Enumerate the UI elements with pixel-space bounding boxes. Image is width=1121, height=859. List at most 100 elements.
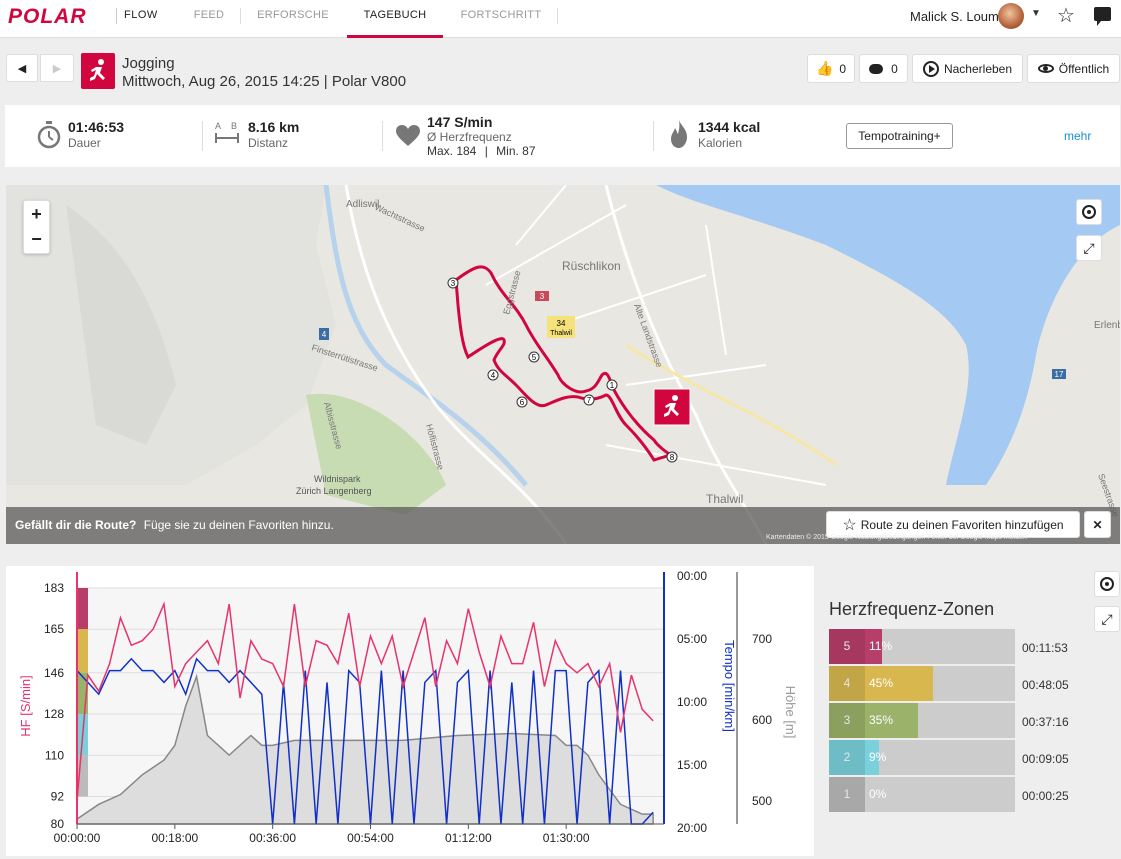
play-icon <box>922 60 939 77</box>
stat-divider <box>653 121 654 151</box>
pace-tick-label: 15:00 <box>677 758 707 772</box>
pace-tick-label: 00:00 <box>677 569 707 583</box>
x-tick-label: 00:00:00 <box>54 831 101 845</box>
comment-count: 0 <box>891 61 898 76</box>
nav-divider <box>240 8 241 24</box>
training-benefit-button[interactable]: Tempotraining+ <box>846 123 953 149</box>
message-icon[interactable] <box>1094 7 1111 26</box>
locate-button[interactable] <box>1076 199 1102 225</box>
hr-value: 147 S/min <box>427 114 493 130</box>
star-icon: ☆ <box>842 516 857 534</box>
zone-row-3: 3 35% <box>829 703 1015 738</box>
chevron-left-icon: ◀ <box>17 62 27 75</box>
zone-percent: 9% <box>869 750 887 764</box>
stat-divider <box>382 121 383 151</box>
polar-logo[interactable]: POLAR <box>8 5 87 28</box>
crosshair-icon <box>1082 205 1096 219</box>
eye-icon <box>1037 64 1054 73</box>
fullscreen-button[interactable]: ⤢ <box>1076 235 1102 261</box>
calories-value: 1344 kcal <box>698 119 761 135</box>
distance-icon: A B <box>215 121 243 149</box>
zone-time: 00:00:25 <box>1022 789 1069 803</box>
visibility-button[interactable]: Öffentlich <box>1027 54 1120 83</box>
hr-zone-strip <box>78 629 88 673</box>
close-button[interactable]: ✕ <box>1084 511 1111 538</box>
next-button[interactable]: ▶ <box>40 54 74 82</box>
zone-row-5: 5 11% <box>829 629 1015 664</box>
top-nav: POLAR FLOW FEED ERFORSCHE TAGEBUCH FORTS… <box>0 0 1121 38</box>
like-button[interactable]: 👍 0 <box>807 54 855 83</box>
hr-tick-label: 183 <box>44 581 64 595</box>
stopwatch-icon <box>37 121 61 149</box>
zone-percent: 35% <box>869 713 894 727</box>
road-sign-17-number: 17 <box>1055 370 1064 379</box>
zoom-out-button[interactable]: − <box>31 229 42 249</box>
user-name[interactable]: Malick S. Loum <box>910 9 999 24</box>
chart-settings-button[interactable] <box>1094 571 1120 597</box>
map-canvas[interactable]: 1 3 4 5 6 7 8 Adliswil Rüschlikon Thalwi… <box>6 185 1120 544</box>
visibility-label: Öffentlich <box>1058 61 1110 76</box>
zone-number: 2 <box>829 740 865 775</box>
x-tick-label: 00:18:00 <box>151 831 198 845</box>
road-sign-34 <box>547 316 575 338</box>
hr-separator: | <box>484 144 488 158</box>
more-link[interactable]: mehr <box>1064 129 1092 143</box>
zone-time: 00:11:53 <box>1022 641 1068 655</box>
heart-icon <box>396 125 420 146</box>
tab-feed[interactable]: FEED <box>193 9 225 21</box>
chevron-right-icon: ▶ <box>52 62 62 75</box>
route-map[interactable]: 1 3 4 5 6 7 8 Adliswil Rüschlikon Thalwi… <box>6 185 1120 544</box>
comment-button[interactable]: 0 <box>859 54 908 83</box>
chevron-down-icon[interactable]: ▼ <box>1031 8 1041 19</box>
relive-button[interactable]: Nacherleben <box>912 54 1023 83</box>
expand-icon: ⤢ <box>1083 239 1095 256</box>
road-sign-34-label: Thalwil <box>550 330 572 337</box>
avatar[interactable] <box>998 3 1024 29</box>
add-favorite-button[interactable]: ☆ Route zu deinen Favoriten hinzufügen <box>826 511 1080 538</box>
zone-time: 00:37:16 <box>1022 715 1069 729</box>
label-adliswil: Adliswil <box>346 199 379 210</box>
zone-time: 00:48:05 <box>1022 678 1069 692</box>
tab-tagebuch[interactable]: TAGEBUCH <box>347 0 443 38</box>
x-tick-label: 01:30:00 <box>543 831 590 845</box>
add-favorite-label: Route zu deinen Favoriten hinzufügen <box>860 517 1064 532</box>
label-thalwil: Thalwil <box>706 492 743 506</box>
favorite-banner: Gefällt dir die Route? Füge sie zu deine… <box>6 507 1120 544</box>
lap-marker-5: 5 <box>532 353 537 362</box>
distance-icon-letters: A B <box>215 121 242 131</box>
zoom-in-button[interactable]: + <box>31 204 42 224</box>
alt-tick-label: 700 <box>752 632 772 646</box>
lap-marker-1: 1 <box>610 381 615 390</box>
pace-tick-label: 20:00 <box>677 821 707 835</box>
pace-tick-label: 05:00 <box>677 632 707 646</box>
zone-number: 5 <box>829 629 865 664</box>
flame-icon <box>671 120 687 148</box>
chart-fullscreen-button[interactable]: ⤢ <box>1094 606 1120 632</box>
previous-button[interactable]: ◀ <box>6 54 38 82</box>
hr-tick-label: 165 <box>44 622 64 636</box>
road-sign-17 <box>1052 369 1066 379</box>
hr-zone-strip <box>78 755 88 797</box>
zone-time: 00:09:05 <box>1022 752 1069 766</box>
favorite-prompt-question: Gefällt dir die Route? <box>15 518 137 532</box>
label-erlen: Erlenb <box>1094 320 1120 331</box>
lap-marker-6: 6 <box>520 398 525 407</box>
zone-row-1: 1 0% <box>829 777 1015 812</box>
hr-series <box>76 601 654 802</box>
map-attribution: Kartendaten © 2015 Google Nutzungsbeding… <box>766 534 1027 541</box>
alt-tick-label: 600 <box>752 713 772 727</box>
tab-erforsche[interactable]: ERFORSCHE <box>257 9 329 21</box>
zone-row-4: 4 45% <box>829 666 1015 701</box>
alt-tick-label: 500 <box>752 794 772 808</box>
x-tick-label: 00:54:00 <box>347 831 394 845</box>
summary-bar: 01:46:53 Dauer A B 8.16 km Distanz 147 S… <box>5 105 1120 167</box>
zone-number: 1 <box>829 777 865 812</box>
star-icon[interactable]: ☆ <box>1057 5 1075 27</box>
sport-title: Jogging <box>122 55 175 72</box>
duration-value: 01:46:53 <box>68 119 125 135</box>
hr-tick-label: 128 <box>44 707 64 721</box>
zoom-control: + − <box>23 200 50 254</box>
tab-fortschritt[interactable]: FORTSCHRITT <box>460 9 542 21</box>
road-sign-3-number: 3 <box>540 292 545 301</box>
